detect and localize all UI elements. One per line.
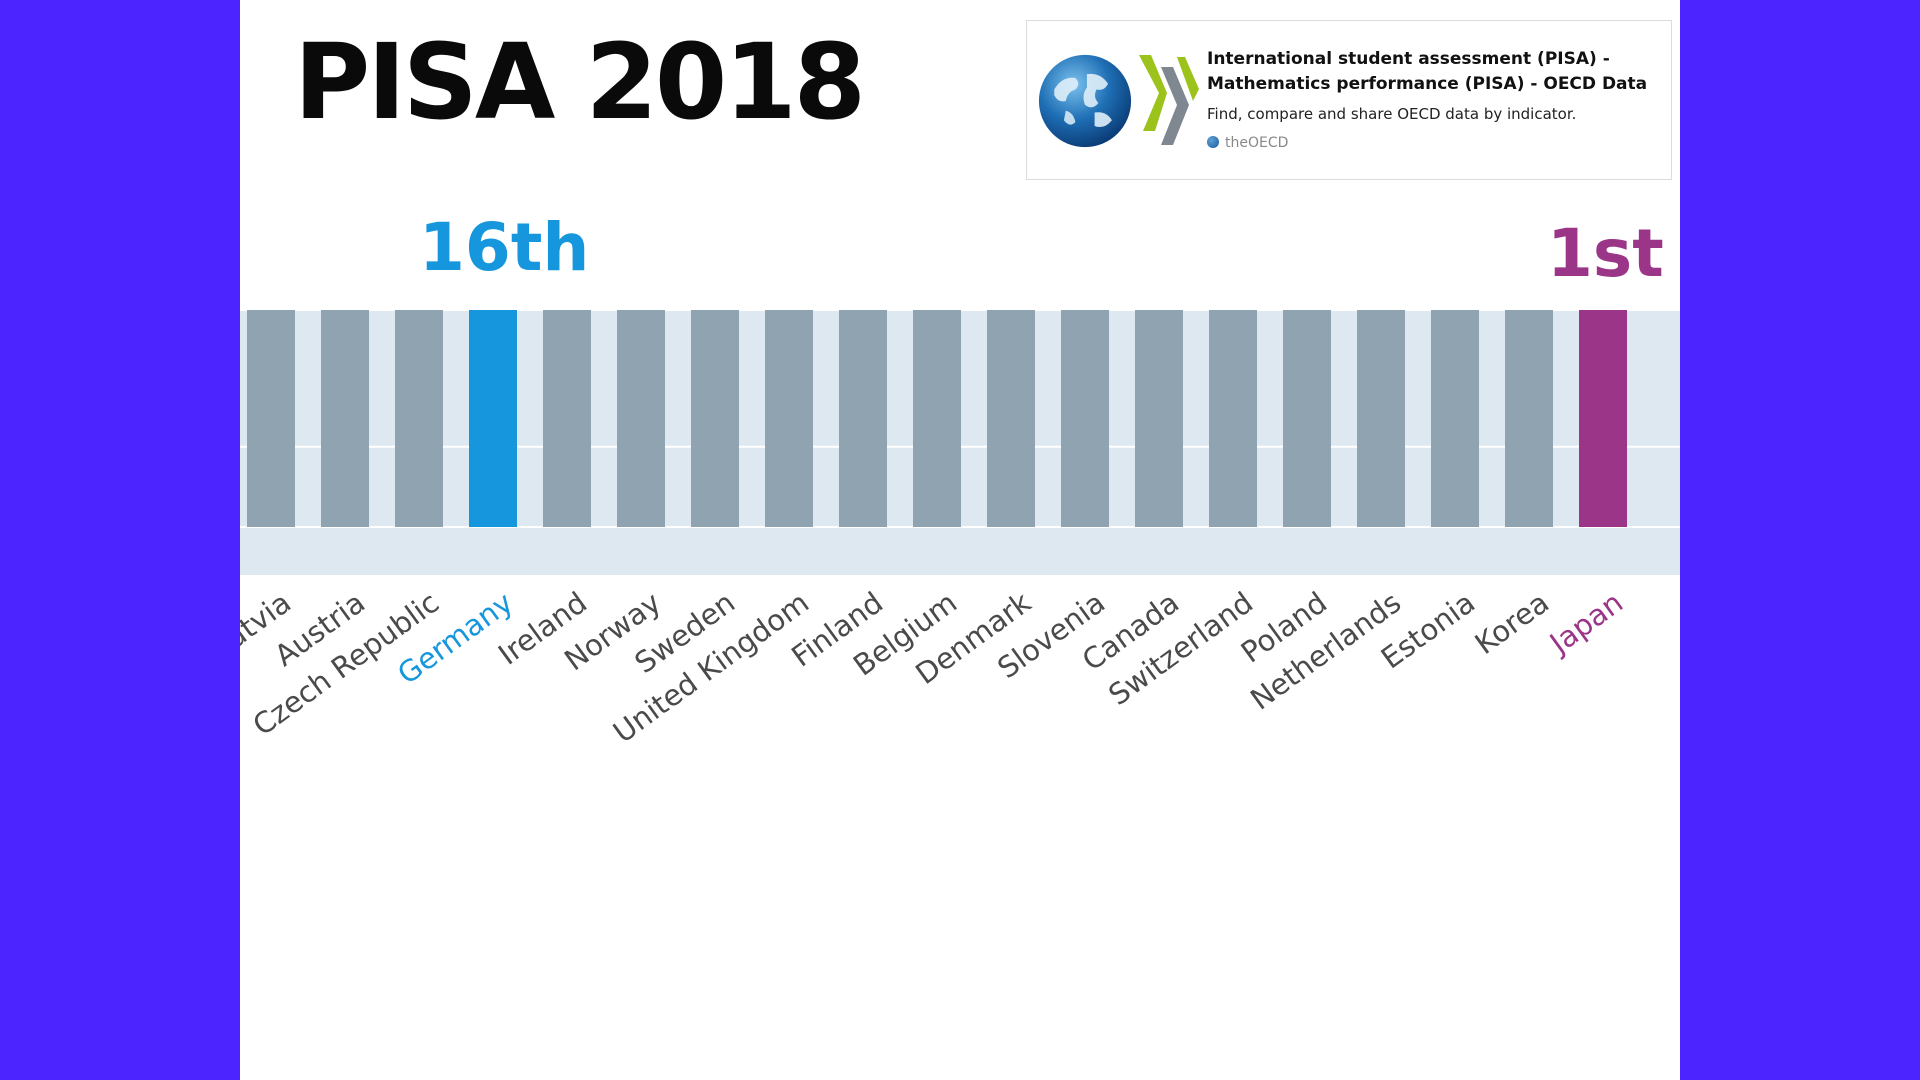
card-description: Find, compare and share OECD data by ind…	[1207, 105, 1577, 123]
bar-netherlands	[1357, 310, 1405, 527]
bar-canada	[1135, 310, 1183, 527]
bar-denmark	[987, 310, 1035, 527]
bar-japan	[1579, 310, 1627, 527]
oecd-chevrons-icon	[1139, 55, 1199, 145]
bar-germany	[469, 310, 517, 527]
bar-korea	[1505, 310, 1553, 527]
bar-ireland	[543, 310, 591, 527]
globe-icon	[1038, 54, 1132, 148]
bar-finland	[839, 310, 887, 527]
bar-estonia	[1431, 310, 1479, 527]
bar-slovenia	[1061, 310, 1109, 527]
card-source-label: theOECD	[1225, 135, 1289, 151]
germany-rank-label: 16th	[419, 209, 590, 286]
slide: PISA 2018 International student assessme…	[240, 0, 1680, 1080]
source-logo-icon	[1207, 136, 1219, 148]
category-label-japan: Japan	[1542, 585, 1629, 661]
japan-rank-label: 1st	[1547, 215, 1664, 292]
category-label-korea: Korea	[1469, 585, 1556, 661]
bar-poland	[1283, 310, 1331, 527]
bar-sweden	[691, 310, 739, 527]
bar-norway	[617, 310, 665, 527]
bar-switzerland	[1209, 310, 1257, 527]
card-title[interactable]: International student assessment (PISA) …	[1207, 49, 1648, 94]
bar-belgium	[913, 310, 961, 527]
bar-austria	[321, 310, 369, 527]
bar-united-kingdom	[765, 310, 813, 527]
oecd-link-card[interactable]: International student assessment (PISA) …	[1026, 20, 1672, 180]
card-source: theOECD	[1207, 135, 1288, 151]
bar-czech-republic	[395, 310, 443, 527]
bar-latvia	[247, 310, 295, 527]
slide-title: PISA 2018	[294, 21, 866, 143]
